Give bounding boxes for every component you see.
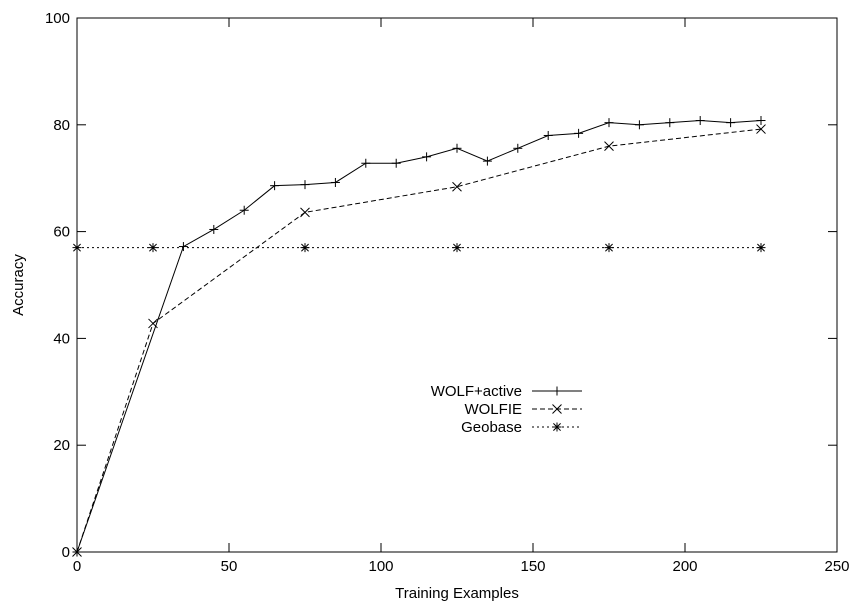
legend-marker [552, 422, 562, 432]
data-point [543, 130, 553, 140]
data-point [604, 243, 614, 253]
y-tick-label: 0 [62, 544, 70, 561]
data-point [209, 224, 219, 234]
x-tick-label: 200 [672, 558, 697, 575]
axis-ticks: 0 50 100 150 200 250 0 20 40 60 80 100 [45, 10, 850, 575]
legend-label: WOLFIE [464, 401, 522, 418]
legend-marker [552, 386, 562, 396]
series-wolf-active [72, 116, 766, 557]
y-axis-label: Accuracy [10, 254, 27, 316]
x-tick-label: 250 [824, 558, 849, 575]
data-point [452, 243, 462, 253]
data-point [482, 156, 492, 166]
data-point [300, 207, 310, 218]
y-tick-label: 40 [53, 330, 70, 347]
data-point [391, 158, 401, 168]
series-line [76, 120, 762, 553]
series-layer [72, 116, 766, 557]
data-point [361, 158, 371, 168]
data-point [300, 180, 310, 190]
x-tick-label: 50 [221, 558, 238, 575]
y-tick-label: 20 [53, 437, 70, 454]
data-point [574, 128, 584, 138]
series-geobase [72, 243, 766, 253]
x-tick-label: 150 [520, 558, 545, 575]
data-point [148, 318, 158, 329]
x-tick-label: 100 [368, 558, 393, 575]
x-tick-label: 0 [73, 558, 81, 575]
data-point [239, 205, 249, 215]
data-point [330, 177, 340, 187]
data-point [452, 143, 462, 153]
data-point [756, 116, 766, 126]
data-point [178, 242, 188, 252]
y-tick-label: 100 [45, 10, 70, 27]
data-point [513, 143, 523, 153]
series-wolfie [72, 124, 766, 557]
legend-label: Geobase [461, 419, 522, 436]
data-point [452, 181, 462, 192]
series-line [76, 128, 762, 553]
data-point [72, 243, 82, 253]
plot-frame [76, 17, 838, 553]
data-point [695, 116, 705, 126]
data-point [422, 152, 432, 162]
data-point [726, 118, 736, 128]
data-point [665, 118, 675, 128]
legend-marker [552, 404, 562, 414]
y-tick-label: 80 [53, 117, 70, 134]
data-point [270, 181, 280, 191]
data-point [72, 547, 82, 557]
data-point [756, 124, 766, 134]
legend-label: WOLF+active [431, 383, 522, 400]
data-point [604, 141, 614, 152]
y-tick-label: 60 [53, 224, 70, 241]
x-axis-label: Training Examples [395, 585, 519, 601]
data-point [604, 118, 614, 128]
data-point [634, 120, 644, 130]
data-point [148, 243, 158, 253]
data-point [756, 243, 766, 253]
data-point [300, 243, 310, 253]
